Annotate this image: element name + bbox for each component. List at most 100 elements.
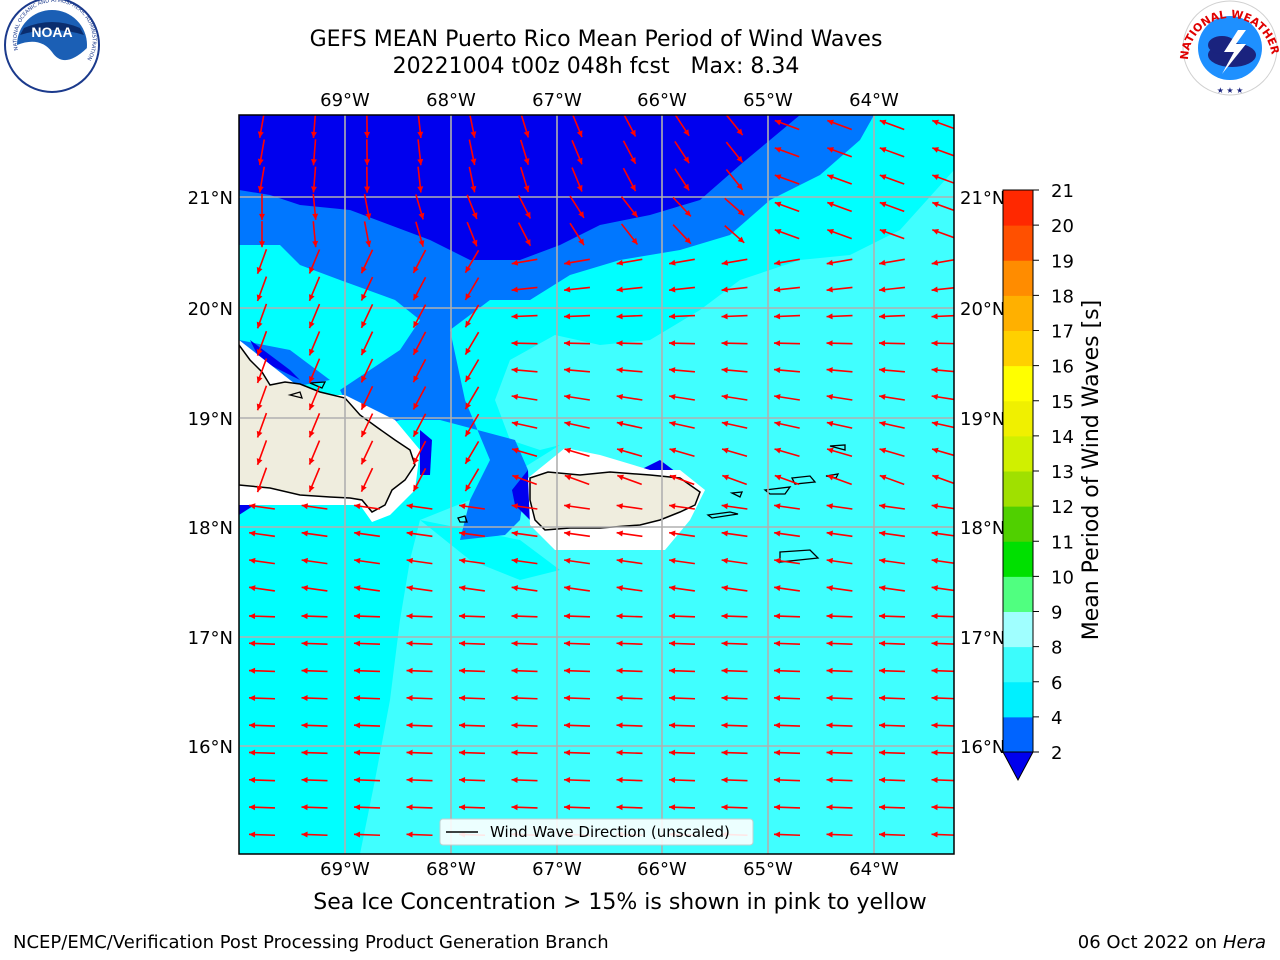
wave-direction-arrow <box>622 140 637 165</box>
wave-direction-arrow <box>458 722 486 729</box>
wave-direction-arrow <box>406 503 433 510</box>
wave-direction-arrow <box>406 831 433 838</box>
wave-direction-arrow <box>563 695 591 702</box>
lon-label-bottom: 68°W <box>426 859 476 880</box>
wave-direction-arrow <box>879 228 905 240</box>
wave-direction-arrow <box>364 166 371 193</box>
wave-direction-arrow <box>511 613 538 620</box>
wave-direction-arrow <box>511 585 538 592</box>
wave-direction-arrow <box>826 831 853 838</box>
wave-direction-arrow <box>360 440 374 465</box>
map-frame <box>238 114 955 855</box>
wave-direction-arrow <box>827 119 852 131</box>
lat-label-right: 20°N <box>960 299 1005 320</box>
colorbar-swatch <box>1003 190 1033 226</box>
wave-direction-arrow <box>773 613 801 620</box>
wave-direction-arrow <box>774 530 800 538</box>
wave-direction-arrow <box>257 139 266 166</box>
wave-direction-arrow <box>878 749 906 756</box>
wave-direction-arrow <box>668 667 696 674</box>
colorbar-swatch <box>1003 541 1033 577</box>
wave-direction-arrow <box>827 201 852 213</box>
wave-direction-arrow <box>616 447 643 458</box>
wave-direction-arrow <box>511 340 538 347</box>
wave-direction-arrow <box>360 276 374 301</box>
wave-direction-arrow <box>879 258 905 266</box>
longitude-labels-top: 69°W 68°W 67°W 66°W 65°W 64°W <box>320 90 899 111</box>
wave-direction-arrow <box>353 804 381 811</box>
svg-text:NATIONAL WEATHER SERVICE: NATIONAL WEATHER SERVICE <box>0 0 1280 60</box>
wave-direction-arrow <box>517 194 532 219</box>
colorbar-swatch <box>1003 295 1033 331</box>
graticule <box>239 115 954 854</box>
wave-direction-arrow <box>353 640 381 647</box>
colorbar-swatch <box>1003 716 1033 753</box>
wave-direction-arrow <box>827 147 852 158</box>
lon-label-bottom: 69°W <box>320 859 370 880</box>
lon-label-top: 67°W <box>532 90 582 111</box>
wave-direction-arrow <box>511 804 538 811</box>
wave-direction-arrow <box>878 367 906 374</box>
wave-direction-arrow <box>256 249 268 274</box>
wave-direction-arrow <box>616 640 643 647</box>
wave-direction-arrow <box>774 147 800 158</box>
wave-direction-arrow <box>826 776 853 783</box>
wave-direction-arrow <box>878 313 906 320</box>
colorbar-swatch <box>1003 506 1033 542</box>
wave-direction-arrow <box>773 640 801 647</box>
wave-direction-arrow <box>721 393 748 401</box>
wave-direction-arrow <box>724 225 745 244</box>
wave-direction-arrow <box>308 358 321 384</box>
wave-direction-arrow <box>564 530 590 538</box>
wave-direction-arrow <box>879 147 905 158</box>
wave-direction-arrow <box>563 667 591 674</box>
wave-direction-arrow <box>464 413 480 437</box>
wave-direction-arrow <box>674 115 690 137</box>
wave-direction-arrow <box>616 722 643 729</box>
wave-direction-arrow <box>466 194 478 220</box>
ocean-under-2s <box>239 115 800 260</box>
wave-direction-arrow <box>620 196 639 218</box>
colorbar-tick-label: 11 <box>1051 532 1074 553</box>
wave-direction-arrow <box>354 557 380 565</box>
wave-direction-arrow <box>826 585 853 592</box>
wind-wave-direction-arrows <box>248 115 954 838</box>
wave-direction-arrow <box>878 722 906 729</box>
wave-direction-arrow <box>826 804 853 811</box>
colorbar-tick-label: 21 <box>1051 181 1074 202</box>
wave-direction-arrow <box>519 139 530 165</box>
wave-direction-arrow <box>620 223 639 245</box>
wave-direction-arrow <box>616 749 643 756</box>
wave-direction-arrow <box>406 776 433 783</box>
wave-direction-arrow <box>412 386 427 410</box>
wave-direction-arrow <box>774 119 800 131</box>
wave-direction-arrow <box>511 313 538 320</box>
wave-direction-arrow <box>511 420 538 429</box>
wave-direction-arrow <box>459 557 485 565</box>
noaa-logo-text: NOAA <box>31 24 72 40</box>
wave-direction-arrow <box>563 722 591 729</box>
wave-direction-arrow <box>458 804 486 811</box>
wave-direction-arrow <box>721 530 748 538</box>
wave-direction-arrow <box>364 139 371 166</box>
wave-direction-arrow <box>308 440 321 465</box>
colorbar-swatch <box>1003 400 1033 437</box>
wave-direction-arrow <box>301 503 328 510</box>
wave-direction-arrow <box>412 249 427 274</box>
wave-direction-arrow <box>412 331 427 356</box>
lat-label-right: 19°N <box>960 409 1005 430</box>
lat-label-left: 20°N <box>188 299 233 320</box>
wave-direction-arrow <box>249 557 275 565</box>
wave-direction-arrow <box>301 557 328 565</box>
wave-direction-arrow <box>417 115 424 139</box>
colorbar-swatch <box>1003 435 1033 472</box>
wave-direction-arrow <box>458 749 486 756</box>
wave-direction-arrow <box>248 749 276 756</box>
wave-direction-arrow <box>249 503 275 510</box>
wave-direction-arrow <box>301 530 328 538</box>
wave-direction-arrow <box>308 276 321 302</box>
wave-direction-arrow <box>512 474 537 486</box>
wave-direction-arrow <box>464 468 480 492</box>
wave-direction-arrow <box>563 776 591 783</box>
wave-direction-arrow <box>616 667 643 674</box>
